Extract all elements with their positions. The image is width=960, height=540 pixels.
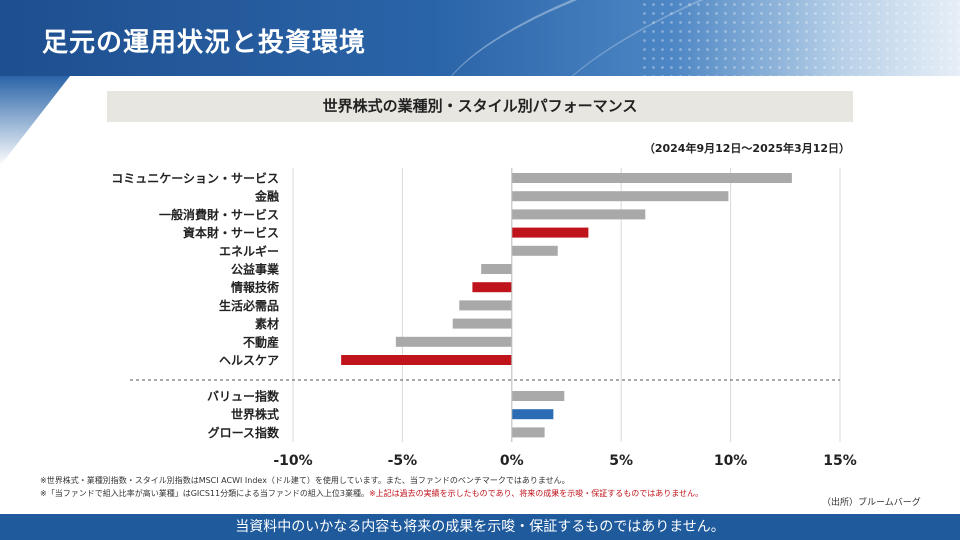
category-label: グロース指数 [208,425,280,440]
x-tick-label: 5% [609,453,633,469]
x-tick-label: -5% [388,453,418,469]
bar [472,282,512,293]
x-tick-label: 0% [500,453,524,469]
category-label: バリュー指数 [207,389,280,404]
bar [395,336,512,347]
footnote-2: ※「当ファンドで組入比率が高い業種」はGICS11分類による当ファンドの組入上位… [40,487,703,500]
category-label: エネルギー [219,243,279,258]
source-note: （出所）ブルームバーグ [822,498,921,508]
bar [511,427,545,438]
bar [511,409,554,420]
bar [481,264,512,274]
category-label: 一般消費財・サービス [159,207,279,222]
chart-period: （2024年9月12日～2025年3月12日） [643,142,850,155]
bar [459,300,512,311]
category-label: 資本財・サービス [183,225,279,240]
bar-chart: -10% -5% 0% 5% 10% 15% コミュニケーション・サービス金融一般消費財・サ… [111,168,857,469]
x-tick-label: 10% [714,453,748,469]
bar [511,227,589,238]
header-banner: 足元の運用状況と投資環境 [0,0,960,76]
corner-decoration [0,76,70,166]
category-label: 世界株式 [231,407,279,422]
category-label: 不動産 [243,334,279,349]
header-dot-pattern [640,0,960,76]
category-label: 生活必需品 [219,298,279,313]
category-label: ヘルスケア [219,354,279,368]
category-label: 情報技術 [231,280,279,295]
page-title: 足元の運用状況と投資環境 [42,28,367,58]
bar [511,209,646,220]
footnote-2-text: ※「当ファンドで組入比率が高い業種」はGICS11分類による当ファンドの組入上位… [40,489,369,498]
category-label: コミュニケーション・サービス [111,171,279,186]
category-label: 公益事業 [231,262,280,277]
bar [341,355,512,365]
x-tick-label: 15% [823,453,857,469]
chart-title: 世界株式の業種別・スタイル別パフォーマンス [107,91,853,122]
x-tick-label: -10% [273,453,312,469]
footnotes: ※世界株式・業種別指数・スタイル別指数はMSCI ACWI Index（ドル建て… [40,474,703,500]
bar [511,173,792,183]
bar [511,191,729,202]
category-label: 金融 [254,189,279,204]
footnote-2-warning: ※上記は過去の実績を示したものであり、将来の成果を示唆・保証するものではありませ… [368,489,704,498]
bar [511,245,558,256]
bar [511,391,565,401]
footer-disclaimer: 当資料中のいかなる内容も将来の成果を示唆・保証するものではありません。 [0,514,960,540]
bar [452,318,512,329]
footnote-1: ※世界株式・業種別指数・スタイル別指数はMSCI ACWI Index（ドル建て… [40,476,570,485]
category-label: 素材 [255,316,279,331]
